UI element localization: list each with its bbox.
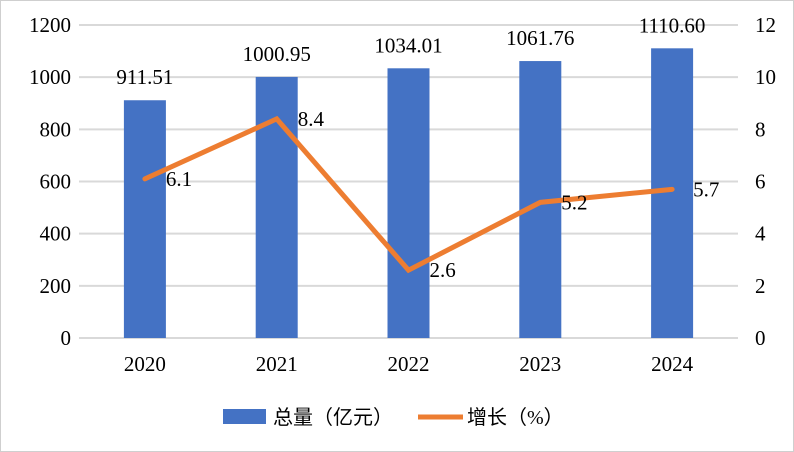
x-axis-category-label: 2020 xyxy=(124,352,166,376)
x-axis-category-label: 2024 xyxy=(651,352,694,376)
line-data-labels: 6.1 8.4 2.6 5.2 5.7 xyxy=(166,107,719,282)
left-axis-tick-label: 400 xyxy=(40,222,72,246)
right-axis-tick-label: 6 xyxy=(755,170,766,194)
bar xyxy=(123,100,166,339)
bar xyxy=(387,68,430,339)
left-axis-tick-label: 600 xyxy=(40,170,72,194)
right-axis-tick-label: 0 xyxy=(755,326,766,350)
growth-line xyxy=(142,115,675,274)
right-axis-tick-label: 10 xyxy=(755,65,776,89)
legend-bar-label: 总量（亿元） xyxy=(273,406,393,429)
bar-value-label: 1061.76 xyxy=(506,26,574,50)
right-axis-tick-label: 2 xyxy=(755,274,766,298)
bar-series xyxy=(123,48,694,339)
left-axis-tick-label: 1000 xyxy=(29,65,71,89)
right-axis-ticks: 0 2 4 6 8 10 12 xyxy=(755,13,776,350)
left-axis-tick-label: 1200 xyxy=(29,13,71,37)
bar-value-label: 1110.60 xyxy=(639,13,706,37)
legend-bar-swatch xyxy=(223,409,266,424)
x-axis-category-label: 2023 xyxy=(519,352,561,376)
left-axis-tick-label: 800 xyxy=(40,117,72,141)
line-series xyxy=(142,115,675,274)
line-value-label: 8.4 xyxy=(298,107,325,131)
bar-value-label: 1000.95 xyxy=(243,42,311,66)
x-axis-labels: 2020 2021 2022 2023 2024 xyxy=(124,352,694,376)
bar-data-labels: 911.51 1000.95 1034.01 1061.76 1110.60 xyxy=(116,13,705,89)
line-value-label: 6.1 xyxy=(166,167,192,191)
legend: 总量（亿元） 增长（%） xyxy=(223,406,564,429)
x-axis-category-label: 2022 xyxy=(388,352,430,376)
line-value-label: 5.7 xyxy=(693,177,719,201)
x-axis-category-label: 2021 xyxy=(256,352,298,376)
right-axis-tick-label: 12 xyxy=(755,13,776,37)
left-axis-tick-label: 0 xyxy=(61,326,72,350)
bar-value-label: 1034.01 xyxy=(374,33,442,57)
bar-value-label: 911.51 xyxy=(116,65,173,89)
line-value-label: 2.6 xyxy=(430,258,456,282)
left-axis-tick-label: 200 xyxy=(40,274,72,298)
left-axis-ticks: 0 200 400 600 800 1000 1200 xyxy=(29,13,71,350)
bar xyxy=(255,76,298,338)
legend-line-label: 增长（%） xyxy=(467,406,564,429)
right-axis-tick-label: 4 xyxy=(755,222,766,246)
line-value-label: 5.2 xyxy=(561,190,587,214)
right-axis-tick-label: 8 xyxy=(755,117,766,141)
